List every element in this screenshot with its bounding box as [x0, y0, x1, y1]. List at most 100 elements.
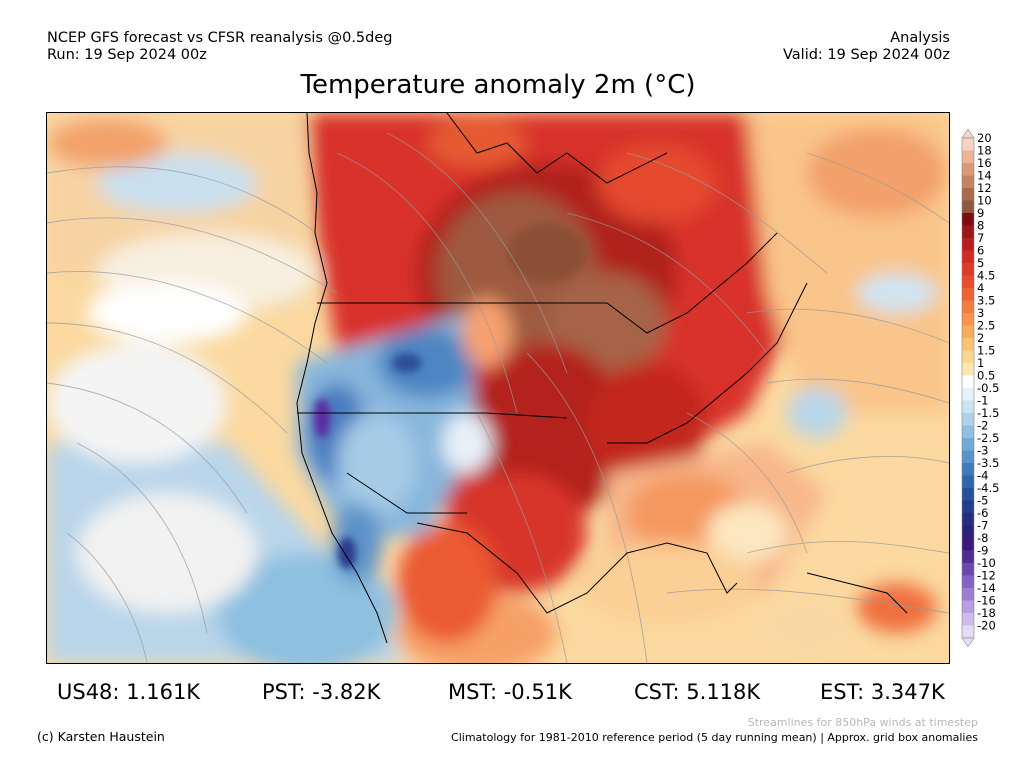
stat-label: EST: [820, 680, 865, 704]
stat-cst: CST: 5.118K [634, 680, 760, 704]
colorbar-tick-label: 14 [977, 169, 992, 183]
streamline-note: Streamlines for 850hPa winds at timestep [747, 716, 978, 729]
colorbar-swatch [962, 150, 974, 164]
colorbar-swatch [962, 488, 974, 501]
stat-value: -0.51K [503, 680, 572, 704]
stat-value: 5.118K [686, 680, 761, 704]
colorbar-tick-label: -5 [977, 494, 988, 508]
stat-value: 3.347K [870, 680, 945, 704]
colorbar-tick-label: -10 [977, 556, 996, 570]
colorbar-swatch [962, 475, 974, 489]
colorbar-tick-label: -4.5 [977, 481, 999, 495]
colorbar-tick-label: 9 [977, 206, 984, 220]
analysis-label: Analysis [890, 30, 950, 46]
colorbar-tick-label: 12 [977, 181, 992, 195]
colorbar-tick-label: -1 [977, 394, 988, 408]
colorbar-swatch [962, 188, 974, 201]
colorbar-swatch [962, 588, 974, 601]
author-credit: (c) Karsten Haustein [37, 729, 165, 744]
colorbar-tick-label: 0.5 [977, 369, 995, 383]
colorbar-max-arrow [961, 128, 975, 139]
colorbar-swatch [962, 600, 974, 614]
colorbar-swatch [962, 513, 974, 526]
colorbar-tick-label: -4 [977, 469, 988, 483]
colorbar-swatch [962, 538, 974, 551]
stat-us48: US48: 1.161K [57, 680, 200, 704]
colorbar-tick-label: -16 [977, 594, 996, 608]
colorbar-swatch [962, 275, 974, 289]
colorbar-tick-label: -18 [977, 606, 996, 620]
colorbar-tick-label: -7 [977, 519, 988, 533]
colorbar-tick-label: -3 [977, 444, 988, 458]
colorbar-tick-label: -12 [977, 569, 996, 583]
colorbar-swatch [962, 213, 974, 226]
colorbar-tick-label: 1 [977, 356, 984, 370]
colorbar-tick-label: 20 [977, 131, 992, 145]
colorbar-swatch [962, 200, 974, 214]
colorbar-tick-label: 4.5 [977, 269, 995, 283]
colorbar-swatch [962, 250, 974, 264]
colorbar-swatch [962, 263, 974, 276]
map-title: Temperature anomaly 2m (°C) [300, 70, 696, 100]
colorbar-swatch [962, 575, 974, 589]
colorbar-tick-label: 8 [977, 219, 984, 233]
colorbar-swatch [962, 163, 974, 176]
colorbar-swatch [962, 288, 974, 301]
colorbar-swatch [962, 325, 974, 339]
colorbar-tick-label: 18 [977, 144, 992, 158]
colorbar-tick-label: -1.5 [977, 406, 999, 420]
colorbar-tick-label: -0.5 [977, 381, 999, 395]
colorbar-tick-label: -9 [977, 544, 988, 558]
climatology-note: Climatology for 1981-2010 reference peri… [451, 731, 978, 744]
colorbar-swatch [962, 388, 974, 401]
colorbar-swatch [962, 438, 974, 451]
colorbar-swatch [962, 175, 974, 189]
colorbar-swatch [962, 413, 974, 426]
colorbar-swatch [962, 613, 974, 626]
colorbar-swatch [962, 525, 974, 539]
colorbar-swatch [962, 550, 974, 564]
colorbar-tick-label: 4 [977, 281, 984, 295]
colorbar-tick-label: 10 [977, 194, 992, 208]
colorbar-swatch [962, 450, 974, 464]
colorbar-tick-label: -20 [977, 619, 996, 633]
colorbar-tick-label: -3.5 [977, 456, 999, 470]
stat-label: CST: [634, 680, 680, 704]
run-time: Run: 19 Sep 2024 00z [47, 47, 207, 63]
stat-est: EST: 3.347K [820, 680, 945, 704]
colorbar-tick-label: 7 [977, 231, 984, 245]
colorbar-tick-label: -6 [977, 506, 988, 520]
colorbar-swatch [962, 363, 974, 376]
colorbar-tick-label: 1.5 [977, 344, 995, 358]
colorbar-swatch [962, 338, 974, 351]
model-description: NCEP GFS forecast vs CFSR reanalysis @0.… [47, 30, 393, 46]
run-info: NCEP GFS forecast vs CFSR reanalysis @0.… [47, 30, 392, 64]
stat-label: PST: [262, 680, 306, 704]
colorbar-swatch [962, 313, 974, 326]
stat-label: MST: [448, 680, 498, 704]
colorbar-tick-label: -14 [977, 581, 996, 595]
colorbar-tick-label: 6 [977, 244, 984, 258]
colorbar-tick-label: 3 [977, 306, 984, 320]
colorbar-swatch [962, 563, 974, 576]
stat-pst: PST: -3.82K [262, 680, 380, 704]
colorbar-swatch [962, 625, 974, 639]
colorbar-swatch [962, 350, 974, 364]
colorbar-swatch [962, 300, 974, 314]
colorbar-min-arrow [961, 637, 975, 648]
stat-mst: MST: -0.51K [448, 680, 572, 704]
colorbar-tick-label: -2.5 [977, 431, 999, 445]
colorbar-tick-label: -8 [977, 531, 988, 545]
colorbar-swatch [962, 375, 974, 389]
colorbar-swatch [962, 500, 974, 514]
anomaly-colorbar: 20 18 16 14 12 10 9 8 7 6 5 4.5 4 3.5 3 2.5 2 1.5 1 0.5 -0.5… [958, 128, 1018, 648]
valid-time: Valid: 19 Sep 2024 00z [782, 47, 950, 63]
colorbar-tick-label: -2 [977, 419, 988, 433]
colorbar-swatch [962, 225, 974, 239]
stat-value: -3.82K [312, 680, 381, 704]
stat-value: 1.161K [126, 680, 201, 704]
valid-info: Analysis Valid: 19 Sep 2024 00z [783, 30, 950, 64]
colorbar-swatch [962, 425, 974, 439]
colorbar-tick-label: 2.5 [977, 319, 995, 333]
colorbar-swatch [962, 138, 974, 151]
